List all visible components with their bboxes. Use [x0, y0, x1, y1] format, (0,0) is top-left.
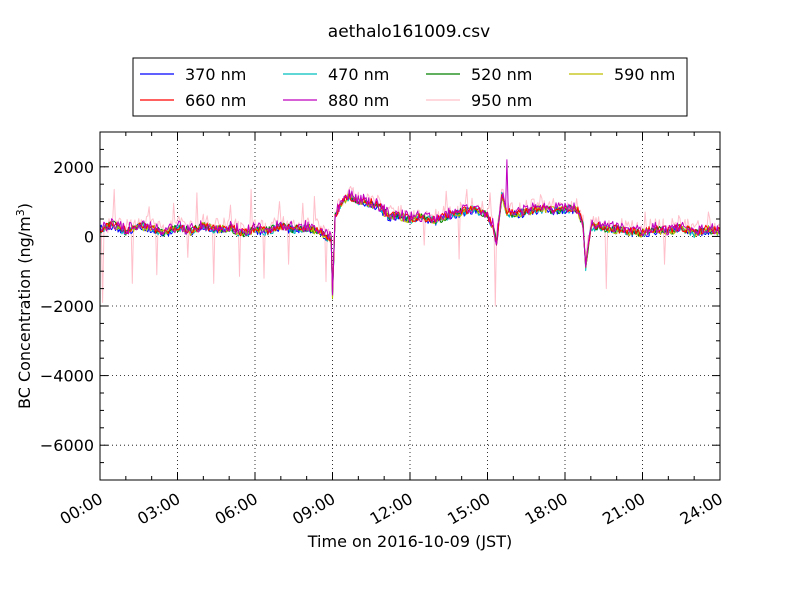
- y-axis-label: BC Concentration (ng/m3): [14, 203, 34, 409]
- y-axis-label-close: ): [15, 203, 34, 209]
- legend-label: 520 nm: [471, 65, 532, 84]
- legend-label: 950 nm: [471, 91, 532, 110]
- y-axis-label-main: BC Concentration (ng/m: [15, 216, 34, 409]
- x-axis-label: Time on 2016-10-09 (JST): [307, 532, 512, 551]
- legend: 370 nm 470 nm 520 nm 590 nm 660 nm 880 nm 950 …: [132, 57, 688, 117]
- y-tick-label: −2000: [40, 297, 94, 316]
- legend-label: 370 nm: [185, 65, 246, 84]
- legend-entry: 520 nm: [426, 65, 532, 84]
- legend-entry: 660 nm: [140, 91, 246, 110]
- legend-label: 880 nm: [328, 91, 389, 110]
- legend-frame: [132, 57, 688, 117]
- legend-entry: 880 nm: [283, 91, 389, 110]
- y-tick-label: 0: [84, 227, 94, 246]
- legend-entry: 470 nm: [283, 65, 389, 84]
- legend-entry: 950 nm: [426, 91, 532, 110]
- legend-label: 660 nm: [185, 91, 246, 110]
- series-line: [100, 159, 720, 296]
- y-tick-label: −6000: [40, 436, 94, 455]
- y-tick-label: −4000: [40, 367, 94, 386]
- y-axis-label-superscript: 3: [14, 209, 27, 216]
- legend-label: 590 nm: [614, 65, 675, 84]
- legend-entry: 590 nm: [569, 65, 675, 84]
- legend-entry: 370 nm: [140, 65, 246, 84]
- y-tick-label: 2000: [53, 158, 94, 177]
- legend-label: 470 nm: [328, 65, 389, 84]
- chart-title: aethalo161009.csv: [328, 22, 490, 42]
